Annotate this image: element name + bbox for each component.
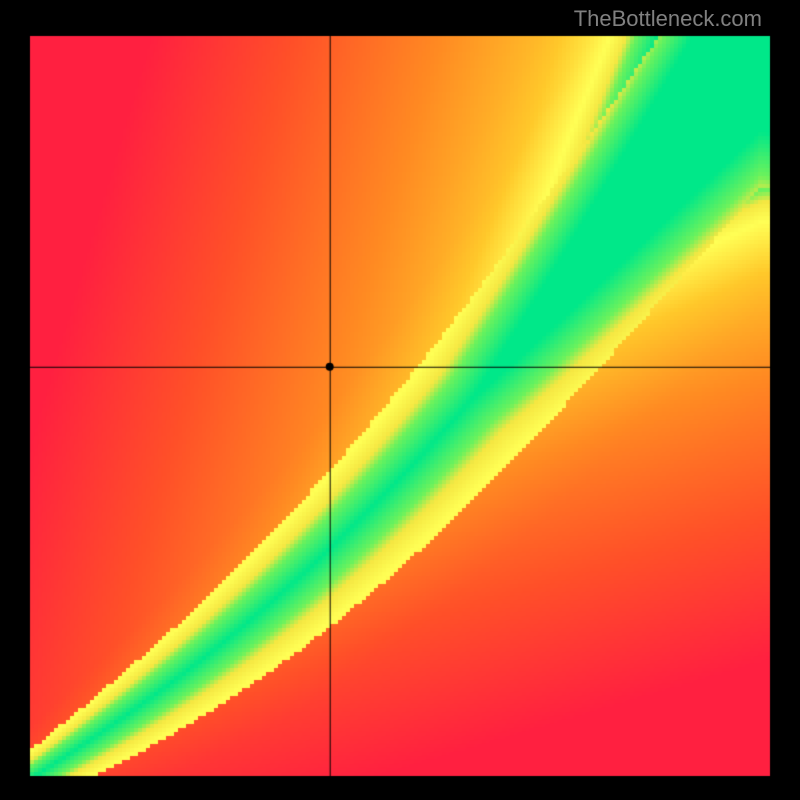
bottleneck-heatmap [0,0,800,800]
chart-container: TheBottleneck.com [0,0,800,800]
watermark-text: TheBottleneck.com [574,6,762,32]
